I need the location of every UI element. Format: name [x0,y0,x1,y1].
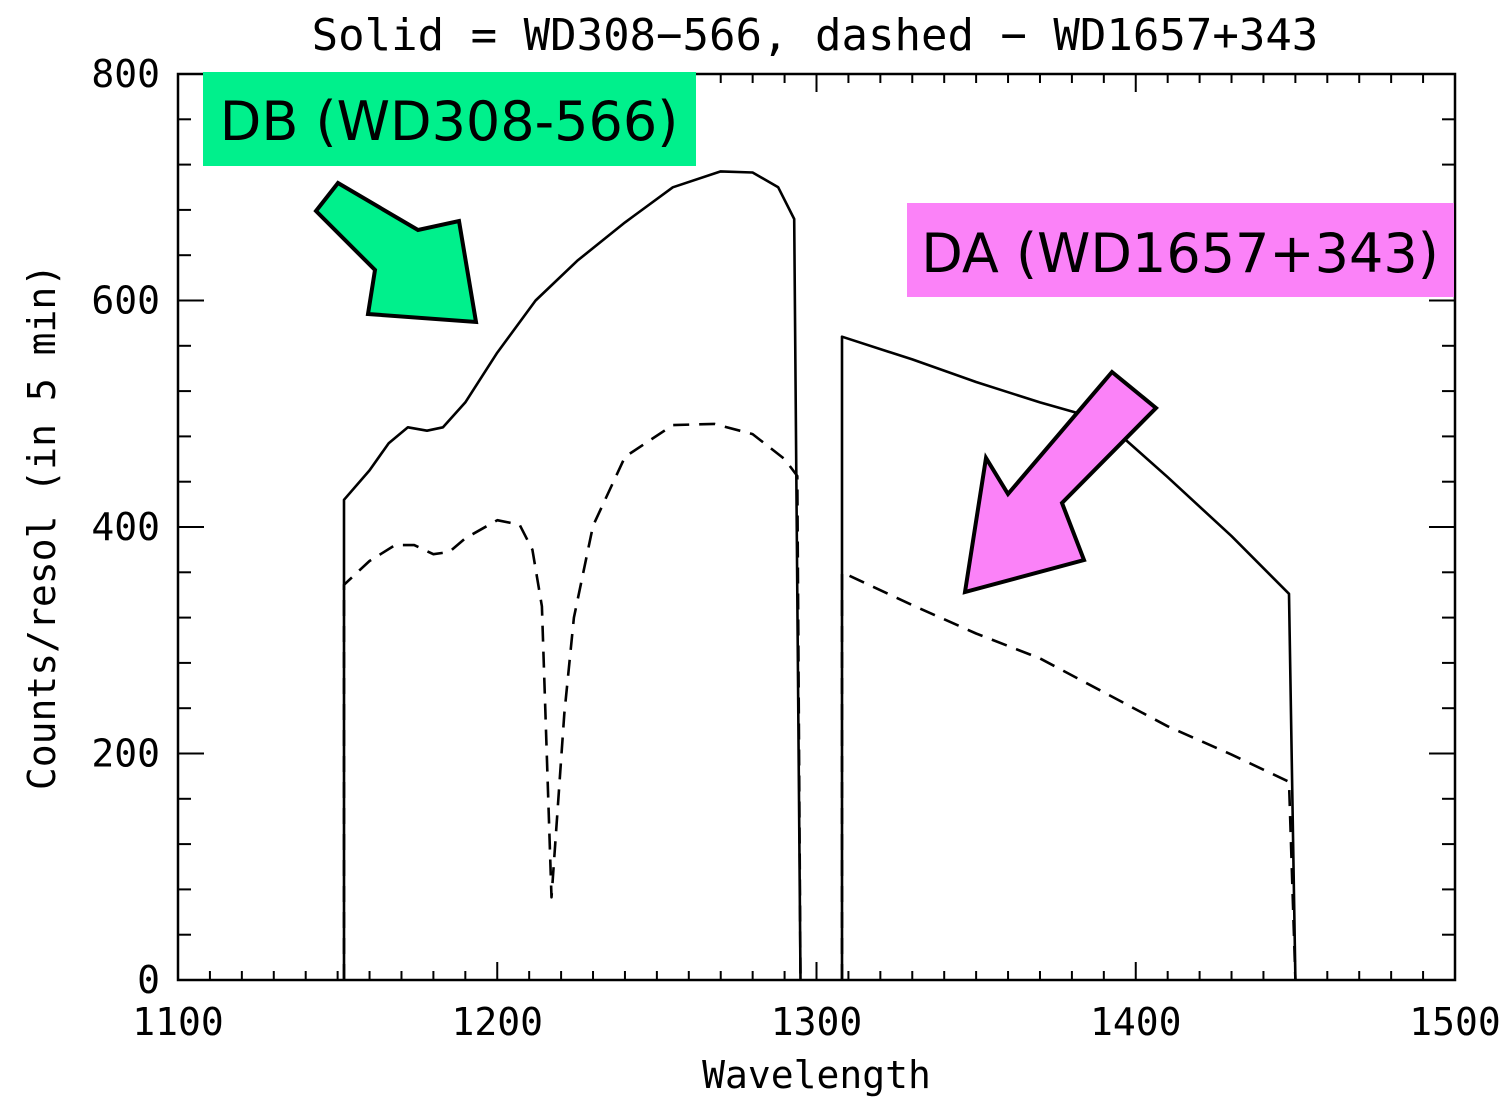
y-tick-label: 800 [91,52,160,96]
db-arrow [313,180,479,325]
x-tick-label: 1100 [132,1000,224,1044]
da-label-box [907,203,1454,297]
x-tick-label: 1300 [771,1000,863,1044]
x-tick-label: 1200 [451,1000,543,1044]
dashed-series-line-2 [840,571,1297,981]
y-axis-label: Counts/resol (in 5 min) [20,264,64,790]
chart-title: Solid = WD308−566, dashed − WD1657+343 [312,10,1319,61]
solid-series-line-1 [342,170,802,981]
da-arrow [962,369,1159,595]
y-tick-label: 600 [91,279,160,323]
x-axis-label: Wavelength [702,1053,931,1097]
da-label: DA (WD1657+343) [921,222,1439,285]
y-tick-label: 0 [137,958,160,1002]
y-tick-label: 200 [91,732,160,776]
solid-series-line-2 [840,335,1297,981]
db-label: DB (WD308-566) [220,90,679,153]
dashed-series-line-1 [342,422,802,981]
db-label-box [203,72,696,166]
y-tick-label: 400 [91,505,160,549]
x-tick-label: 1400 [1090,1000,1182,1044]
x-tick-label: 1500 [1409,1000,1501,1044]
